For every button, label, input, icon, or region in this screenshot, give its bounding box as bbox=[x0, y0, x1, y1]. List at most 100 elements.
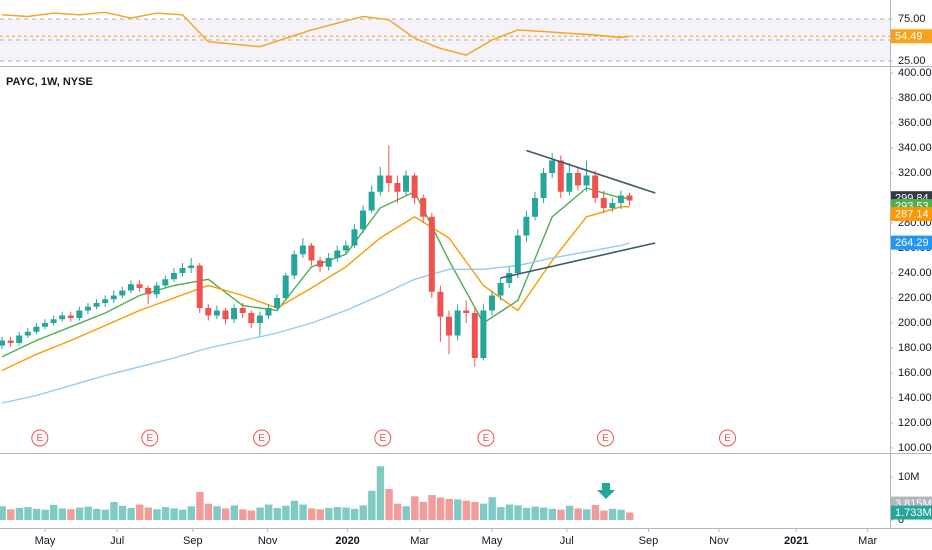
candle-body bbox=[342, 245, 349, 251]
y-tick-label: 120.00 bbox=[898, 417, 932, 429]
volume-bar bbox=[58, 508, 67, 521]
volume-bar bbox=[428, 495, 436, 521]
price-tag-label: 287.14 bbox=[895, 208, 929, 220]
candle-body bbox=[351, 229, 358, 246]
y-tick-label: 400.00 bbox=[898, 67, 932, 79]
x-tick-label: Jul bbox=[560, 535, 574, 547]
volume-bar bbox=[436, 497, 445, 521]
candle-body bbox=[213, 310, 220, 316]
y-tick-label: 220.00 bbox=[898, 292, 932, 304]
y-tick-label: 25.00 bbox=[898, 55, 926, 67]
volume-bar bbox=[402, 506, 410, 521]
trendline bbox=[500, 242, 656, 279]
candle-body bbox=[428, 216, 435, 292]
volume-bar bbox=[359, 505, 367, 521]
candle-body bbox=[119, 290, 126, 296]
volume-bar bbox=[187, 506, 196, 521]
volume-bar bbox=[342, 507, 350, 521]
candle-body bbox=[291, 254, 298, 276]
volume-bar bbox=[264, 504, 273, 521]
volume-bar bbox=[505, 504, 514, 521]
volume-bar bbox=[239, 509, 247, 521]
volume-bar bbox=[565, 505, 574, 521]
candle-body bbox=[231, 308, 238, 320]
candle-body bbox=[7, 340, 14, 343]
y-tick-label: 0 bbox=[898, 514, 904, 526]
candle-body bbox=[84, 306, 91, 311]
candle-body bbox=[41, 323, 48, 327]
candle-body bbox=[205, 308, 212, 316]
y-tick-label: 75.00 bbox=[898, 13, 926, 25]
candle-body bbox=[16, 335, 23, 343]
candle-body bbox=[480, 310, 487, 358]
volume-bar bbox=[170, 508, 178, 521]
volume-bar bbox=[333, 507, 342, 521]
candle-body bbox=[265, 308, 272, 316]
volume-bar bbox=[136, 504, 144, 521]
price-tag bbox=[891, 505, 932, 520]
candle-body bbox=[446, 316, 453, 336]
y-tick-label: 240.00 bbox=[898, 267, 932, 279]
candle-body bbox=[531, 198, 538, 217]
x-tick-label: Mar bbox=[410, 535, 429, 547]
volume-bar bbox=[522, 507, 531, 521]
volume-bar bbox=[222, 508, 230, 521]
volume-bar bbox=[376, 466, 385, 521]
volume-bar bbox=[93, 508, 101, 521]
volume-bar bbox=[84, 506, 92, 521]
price-tag-label: 54.49 bbox=[895, 31, 923, 43]
y-tick-label: 100.00 bbox=[898, 442, 932, 454]
earnings-label: E bbox=[36, 433, 43, 444]
volume-bar bbox=[325, 507, 333, 521]
volume-bar bbox=[50, 504, 58, 521]
earnings-marker bbox=[374, 429, 392, 447]
earnings-marker bbox=[141, 429, 159, 447]
y-tick-label: 160.00 bbox=[898, 367, 932, 379]
y-tick-label: 10M bbox=[898, 471, 919, 483]
earnings-marker bbox=[719, 429, 737, 447]
volume-bar bbox=[316, 509, 324, 521]
price-tag-label: 1.733M bbox=[895, 507, 932, 519]
candle-body bbox=[317, 260, 324, 267]
earnings-label: E bbox=[147, 433, 154, 444]
candle-body bbox=[609, 203, 616, 208]
candle-body bbox=[24, 331, 31, 336]
rsi-band bbox=[0, 18, 890, 62]
candle-body bbox=[514, 235, 521, 273]
candle-body bbox=[334, 250, 341, 258]
volume-bar bbox=[118, 505, 127, 521]
volume-bar bbox=[307, 508, 316, 521]
volume-bar bbox=[24, 507, 32, 521]
candle-body bbox=[127, 284, 134, 291]
y-tick-label: 180.00 bbox=[898, 342, 932, 354]
volume-bar bbox=[161, 507, 170, 521]
volume-bar bbox=[531, 506, 539, 521]
plot-layer: May Jul Sep Nov 2020 Mar May Jul Sep Nov 2021 Mar 75… bbox=[0, 11, 932, 547]
earnings-label: E bbox=[483, 433, 490, 444]
earnings-marker bbox=[477, 429, 495, 447]
candle-body bbox=[523, 216, 530, 236]
candle-body bbox=[136, 284, 143, 288]
candle-body bbox=[617, 195, 624, 203]
candle-body bbox=[488, 295, 495, 311]
volume-bar bbox=[144, 507, 153, 521]
volume-bar bbox=[282, 505, 290, 521]
volume-bar bbox=[41, 509, 49, 521]
candle-body bbox=[256, 315, 263, 323]
volume-bar bbox=[101, 509, 110, 521]
volume-bar bbox=[419, 501, 428, 521]
volume-bar bbox=[583, 509, 591, 521]
volume-bar bbox=[393, 503, 402, 521]
volume-bar bbox=[514, 505, 522, 521]
candle-body bbox=[67, 315, 74, 318]
earnings-label: E bbox=[724, 433, 731, 444]
candle-body bbox=[377, 175, 384, 192]
candle-body bbox=[188, 265, 195, 268]
candle-body bbox=[162, 279, 169, 286]
price-tag bbox=[891, 235, 932, 250]
volume-bar bbox=[411, 496, 419, 521]
moving-average bbox=[1, 242, 630, 404]
candle-body bbox=[626, 195, 633, 201]
